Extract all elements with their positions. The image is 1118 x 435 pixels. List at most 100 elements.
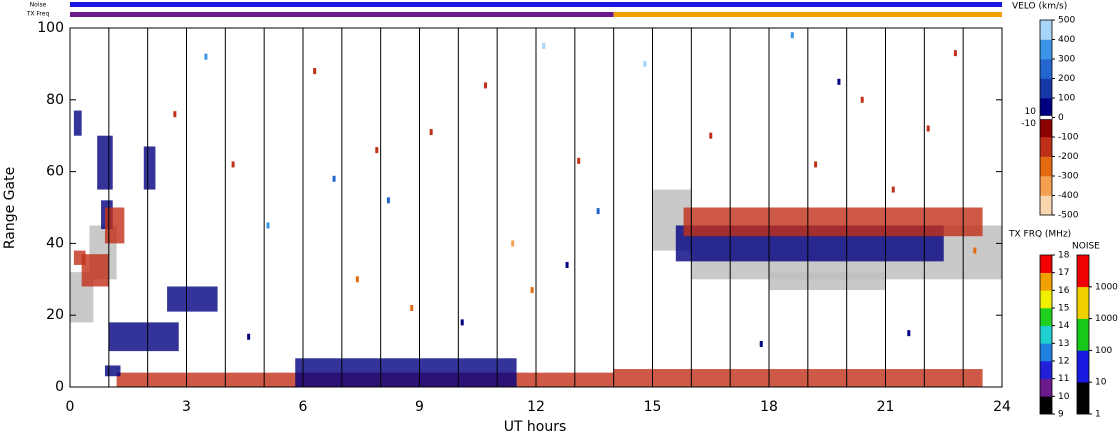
colorbar-frame (1039, 254, 1053, 415)
colorbar-tick-label: -100 (1058, 133, 1079, 143)
x-tick-label: 9 (415, 399, 424, 415)
velocity-cell (530, 287, 534, 294)
velocity-region (613, 369, 983, 387)
colorbar-zero-label: -10 (1021, 119, 1036, 129)
colorbar-zero-label: 10 (1025, 107, 1037, 117)
velocity-cell (332, 175, 336, 182)
velocity-region (73, 250, 86, 265)
noise-strip-segment (70, 2, 1002, 7)
colorbar-tick-label: 200 (1058, 74, 1075, 84)
colorbar-tick-label: -300 (1058, 172, 1079, 182)
velocity-region (73, 110, 82, 136)
colorbar-segment (1040, 78, 1052, 99)
colorbar-tick-label: 400 (1058, 35, 1075, 45)
velocity-cell (313, 68, 317, 75)
velocity-region (104, 207, 125, 244)
tx-strip-segment (70, 12, 614, 17)
colorbar-segment (1040, 137, 1052, 157)
x-tick-label: 21 (877, 399, 895, 415)
y-tick-label: 40 (46, 235, 64, 251)
colorbar-segment (1040, 308, 1052, 326)
colorbar-frame (1076, 254, 1090, 415)
colorbar-tick-label: 500 (1058, 16, 1075, 26)
colorbar-segment (1040, 343, 1052, 362)
colorbar-segment (1040, 195, 1052, 216)
colorbar-tick-label: 1000 (1095, 314, 1118, 324)
velocity-cell (926, 125, 930, 132)
x-tick-label: 6 (299, 399, 308, 415)
velocity-cell (837, 78, 841, 85)
colorbar-segment (1040, 59, 1052, 79)
colorbar-segment (1040, 290, 1052, 309)
y-tick-label: 80 (46, 92, 64, 108)
velocity-cell (542, 42, 546, 49)
colorbar-zero-band (1039, 115, 1053, 120)
velocity-cell (759, 340, 763, 347)
y-tick-label: 60 (46, 164, 64, 180)
velocity-cell (429, 129, 433, 136)
colorbar-tick-label: 15 (1058, 304, 1069, 314)
colorbar-tick-label: 10000 (1095, 282, 1118, 292)
velocity-cell (596, 208, 600, 215)
colorbar-segment (1040, 325, 1052, 344)
velocity-region (108, 322, 179, 352)
velocity-cell (173, 111, 177, 118)
x-tick-label: 0 (66, 399, 75, 415)
x-tick-label: 3 (182, 399, 191, 415)
ground-scatter (769, 272, 886, 291)
colorbar-segment (1040, 98, 1052, 118)
y-tick-label: 20 (46, 307, 64, 323)
velocity-cell (907, 330, 911, 337)
velocity-cell (643, 60, 647, 67)
velocity-region (683, 207, 983, 237)
velocity-cell (266, 222, 270, 229)
velocity-cell (355, 276, 359, 283)
colorbar-tick-label: 10 (1095, 378, 1107, 388)
colorbar-tick-label: 0 (1058, 113, 1064, 123)
velocity-region (97, 135, 113, 190)
colorbar-segment (1077, 318, 1089, 351)
colorbar-tick-label: 1 (1095, 410, 1101, 420)
colorbar-segment (1040, 361, 1052, 379)
colorbar-tick-label: 9 (1058, 410, 1064, 420)
x-tick-label: 24 (993, 399, 1011, 415)
colorbar-segment (1040, 272, 1052, 291)
noise-strip-label: Noise (30, 2, 47, 9)
colorbar-tick-label: -400 (1058, 191, 1079, 201)
velocity-cell (565, 261, 569, 268)
velocity-cell (375, 147, 379, 154)
colorbar-tick-label: -500 (1058, 211, 1079, 221)
colorbar-segment (1077, 286, 1089, 319)
velocity-cell (709, 132, 713, 139)
velocity-cell (204, 53, 208, 60)
colorbar-segment (1077, 382, 1089, 415)
colorbar-tick-label: 10 (1058, 392, 1070, 402)
velocity-cell (247, 333, 251, 340)
noise-colorbar-title: NOISE (1072, 242, 1100, 252)
colorbar-segment (1040, 117, 1052, 138)
x-axis-label: UT hours (504, 419, 567, 435)
colorbar-segment (1040, 378, 1052, 397)
velocity-cell (460, 319, 464, 326)
velocity-cell (484, 82, 488, 89)
colorbar-segment (1040, 396, 1052, 415)
colorbar-segment (1040, 156, 1052, 177)
colorbar-tick-label: -200 (1058, 152, 1079, 162)
tx-strip-label: TX Freq (26, 11, 50, 18)
colorbar-segment (1077, 350, 1089, 383)
velocity-region (104, 365, 121, 377)
y-axis-label: Range Gate (2, 167, 18, 249)
velocity-cell (814, 161, 818, 168)
colorbar-segment (1077, 255, 1089, 288)
velocity-cell (973, 247, 977, 254)
velocity-cell (891, 186, 895, 193)
colorbar-segment (1040, 255, 1052, 273)
colorbar-tick-label: 17 (1058, 268, 1069, 278)
colorbar-segment (1040, 176, 1052, 196)
velocity-cell (231, 161, 235, 168)
velocity-region (167, 286, 218, 312)
velocity-cell (860, 96, 864, 103)
colorbar-segment (1040, 20, 1052, 40)
velocity-region (295, 358, 517, 387)
